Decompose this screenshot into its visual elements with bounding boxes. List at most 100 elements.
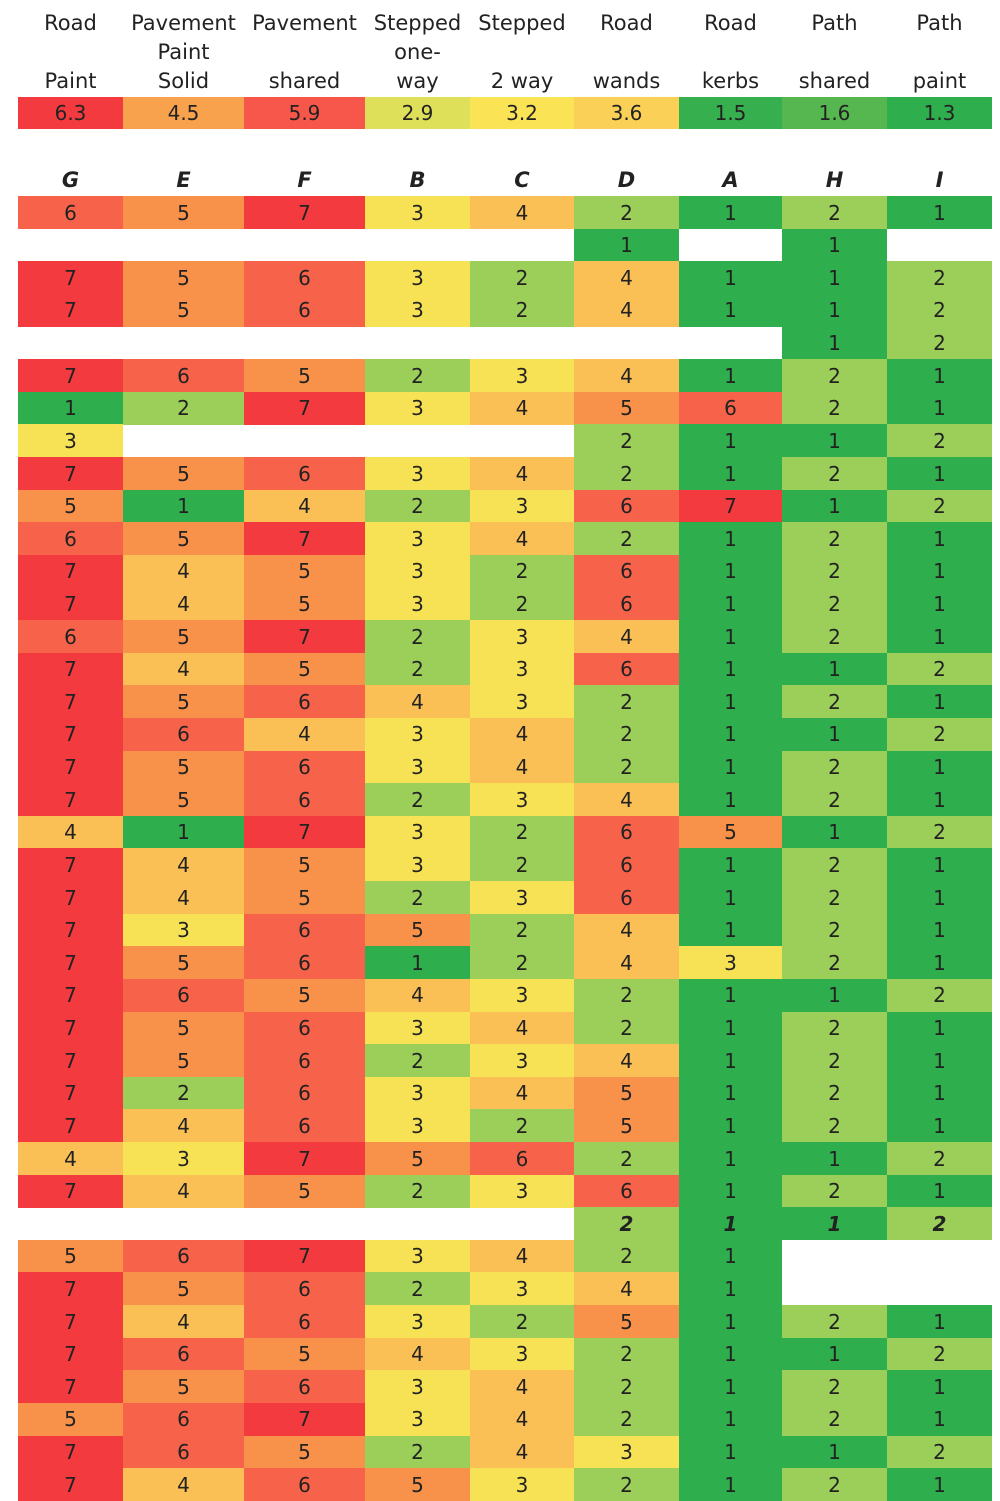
rank-cell: 2 [574, 1207, 679, 1241]
rank-cell: 2 [470, 848, 574, 882]
rank-cell: 1 [887, 554, 992, 588]
rank-cell: 1 [887, 1011, 992, 1045]
rank-cell: 1 [887, 522, 992, 556]
rank-cell: 5 [244, 587, 365, 621]
rank-cell: 2 [887, 1435, 992, 1469]
rank-cell: 5 [123, 196, 244, 230]
rank-cell: 1 [887, 391, 992, 425]
rank-cell: 2 [574, 1402, 679, 1437]
average-score-cell: 5.9 [244, 97, 365, 129]
rank-cell: 2 [574, 424, 679, 458]
rank-cell: 2 [365, 359, 470, 393]
rank-cell: 3 [365, 848, 470, 882]
rank-cell: 3 [470, 359, 574, 393]
rank-cell: 2 [887, 1337, 992, 1371]
rank-cell: 1 [887, 620, 992, 654]
rank-cell: 2 [782, 391, 887, 425]
rank-cell: 2 [365, 489, 470, 523]
rank-cell: 7 [18, 1305, 123, 1339]
average-score-cell: 4.5 [123, 97, 244, 129]
rank-cell: 6 [244, 1044, 365, 1078]
rank-cell: 7 [18, 685, 123, 719]
column-header-line: 2 way [490, 69, 554, 93]
rank-cell: 4 [470, 1402, 574, 1437]
rank-cell: 3 [365, 456, 470, 491]
rank-cell: 1 [679, 1174, 782, 1208]
rank-cell: 2 [470, 1109, 574, 1143]
rank-cell: 3 [365, 815, 470, 849]
rank-cell: 1 [782, 1141, 887, 1176]
rank-cell: 1 [887, 1174, 992, 1208]
rank-cell: 1 [679, 1207, 782, 1241]
column-header-line: Pavement [252, 11, 357, 35]
rank-cell: 2 [574, 456, 679, 491]
column-letter: E [176, 168, 191, 192]
rank-cell: 3 [470, 1337, 574, 1371]
rank-cell: 3 [365, 1076, 470, 1110]
rank-cell: 1 [679, 848, 782, 882]
rank-cell: 4 [574, 293, 679, 327]
rank-cell: 4 [470, 456, 574, 491]
rank-cell: 1 [782, 1207, 887, 1241]
rank-cell: 1 [679, 1044, 782, 1078]
column-header-line: kerbs [701, 69, 760, 93]
rank-cell: 5 [123, 293, 244, 327]
rank-cell: 6 [123, 1239, 244, 1273]
rank-cell: 6 [574, 587, 679, 621]
rank-cell: 1 [679, 750, 782, 784]
rank-cell: 2 [470, 815, 574, 849]
rank-cell: 1 [887, 1305, 992, 1339]
rank-cell: 4 [365, 685, 470, 719]
rank-cell: 2 [365, 1174, 470, 1208]
rank-cell: 6 [679, 391, 782, 425]
rank-cell: 2 [782, 522, 887, 556]
rank-cell: 2 [782, 554, 887, 588]
rank-cell: 1 [18, 391, 123, 425]
rank-cell: 1 [679, 293, 782, 327]
rank-cell: 2 [574, 1011, 679, 1045]
rank-cell: 2 [365, 620, 470, 654]
rank-cell: 1 [887, 783, 992, 817]
rank-cell: 1 [679, 554, 782, 588]
rank-cell: 6 [574, 1174, 679, 1208]
rank-cell: 2 [782, 1044, 887, 1078]
rank-cell: 4 [123, 1109, 244, 1143]
rank-cell: 6 [123, 1337, 244, 1371]
column-header-line: Pavement [131, 11, 236, 35]
rank-cell: 7 [244, 815, 365, 849]
rank-cell: 5 [123, 522, 244, 556]
rank-cell: 2 [574, 196, 679, 230]
rank-cell: 3 [470, 881, 574, 915]
rank-cell: 6 [574, 848, 679, 882]
rank-cell: 4 [470, 522, 574, 556]
rank-cell: 2 [782, 196, 887, 230]
rank-cell: 1 [679, 359, 782, 393]
rank-cell: 5 [123, 1044, 244, 1078]
rank-cell: 1 [679, 620, 782, 654]
rank-cell: 1 [887, 1370, 992, 1404]
rank-cell: 5 [18, 1402, 123, 1437]
rank-cell: 3 [365, 293, 470, 327]
rank-cell: 6 [244, 750, 365, 784]
rank-cell: 2 [782, 1011, 887, 1045]
rank-cell: 3 [365, 1305, 470, 1339]
rank-cell: 5 [123, 1370, 244, 1404]
rank-cell: 2 [470, 554, 574, 588]
rank-cell: 6 [574, 652, 679, 686]
rank-cell: 3 [470, 685, 574, 719]
rank-cell: 4 [574, 261, 679, 295]
rank-cell: 4 [123, 587, 244, 621]
rank-cell: 4 [123, 1468, 244, 1501]
rank-cell: 2 [887, 489, 992, 523]
rank-cell: 7 [244, 620, 365, 654]
rank-cell: 1 [887, 359, 992, 393]
rank-cell: 6 [244, 1109, 365, 1143]
rank-cell: 4 [123, 881, 244, 915]
rank-cell: 5 [574, 1109, 679, 1143]
rank-cell: 1 [679, 1239, 782, 1273]
rank-cell: 2 [782, 1468, 887, 1501]
rank-cell: 1 [365, 946, 470, 980]
rank-cell: 4 [574, 946, 679, 980]
rank-cell: 7 [244, 196, 365, 230]
rank-cell: 2 [887, 815, 992, 849]
